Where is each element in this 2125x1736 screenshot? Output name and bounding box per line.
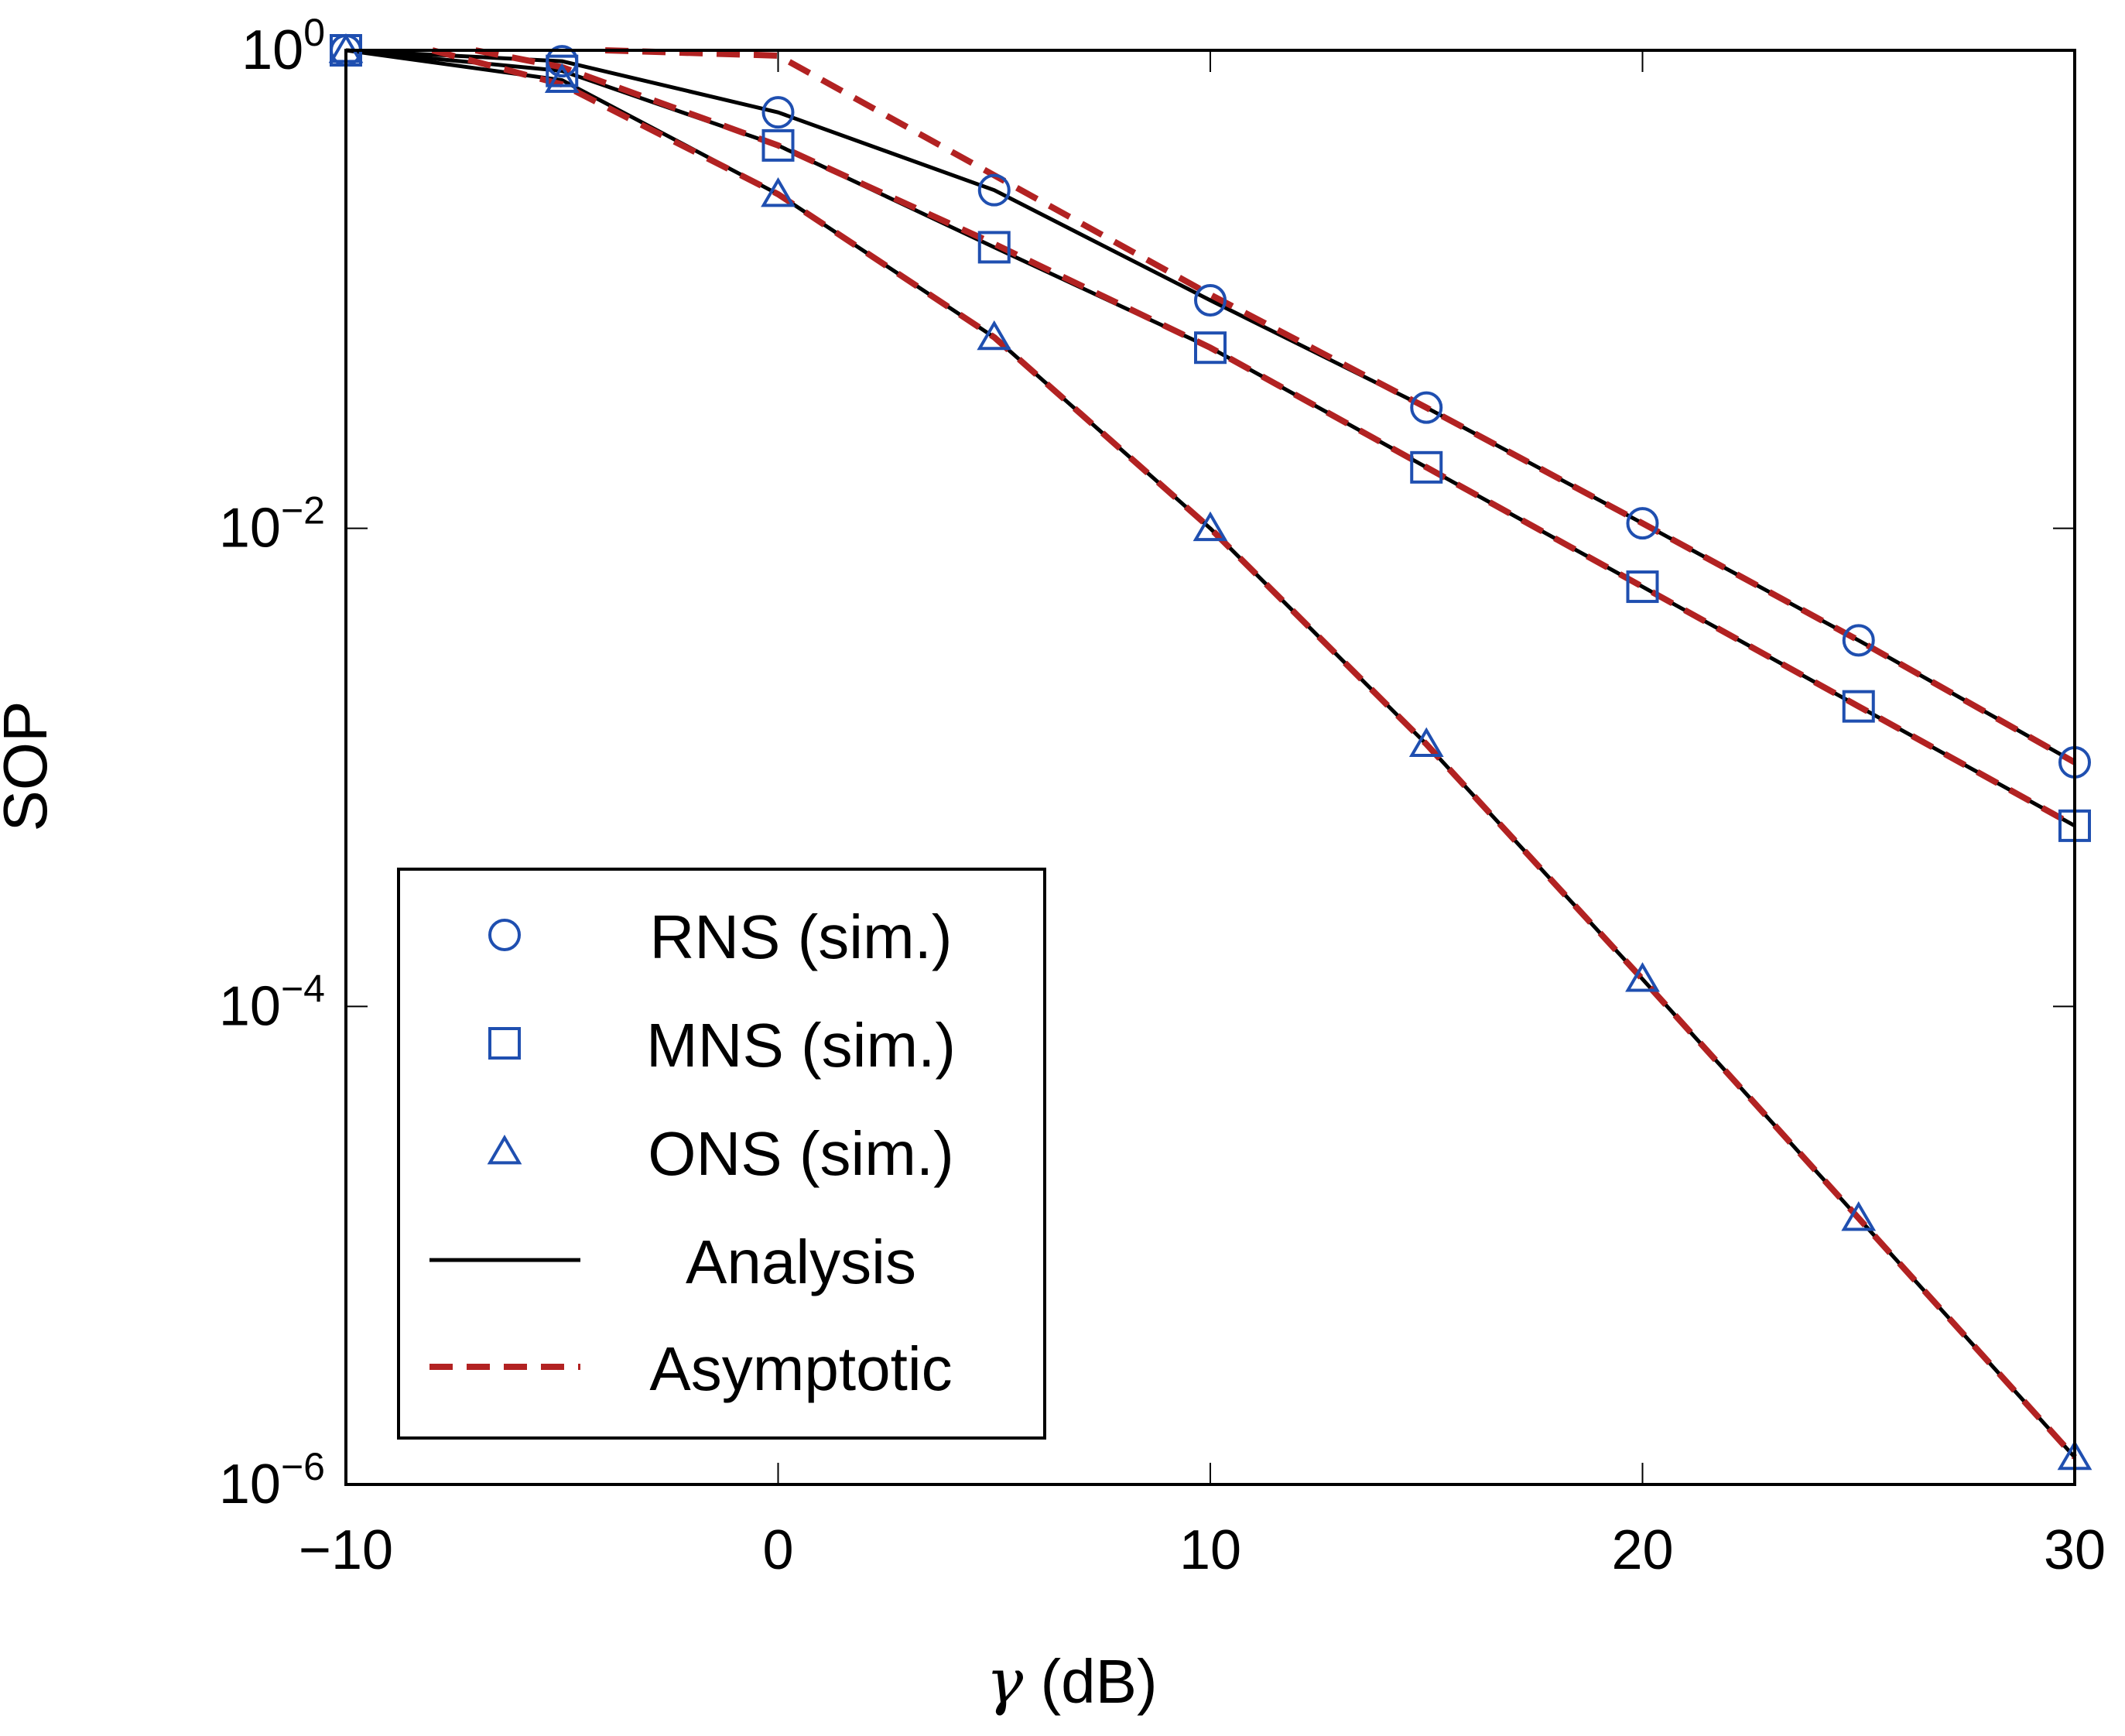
triangle-marker: [1841, 1201, 1877, 1231]
circle-marker: [761, 96, 795, 129]
curves-layer: [345, 47, 2077, 1460]
triangle-marker: [1625, 962, 1660, 992]
square-marker: [1842, 690, 1875, 723]
markers-layer: [328, 33, 2092, 1471]
legend-label: ONS (sim.): [648, 1119, 954, 1188]
x-tick-label: 20: [1611, 1519, 1673, 1581]
y-tick-label: 10−6: [219, 1445, 325, 1515]
triangle-marker: [761, 176, 796, 207]
legend-label: MNS (sim.): [646, 1011, 956, 1080]
x-tick-label: 10: [1179, 1519, 1241, 1581]
y-tick-label: 10−2: [219, 489, 325, 560]
asymptotic-curve-3: [431, 47, 2077, 1460]
legend-triangle-symbol: [487, 1135, 522, 1165]
y-tick-label: 100: [241, 11, 325, 81]
square-marker: [1194, 331, 1227, 365]
circle-marker: [977, 173, 1011, 207]
triangle-marker: [1193, 511, 1228, 542]
legend-square-symbol: [488, 1027, 521, 1060]
square-marker: [1410, 450, 1443, 484]
legend-label: RNS (sim.): [649, 902, 952, 971]
circle-marker: [1842, 624, 1875, 657]
circle-marker: [1626, 507, 1659, 540]
square-marker: [1626, 570, 1659, 604]
legend: RNS (sim.) MNS (sim.) ONS (sim.) Analysis As…: [397, 868, 1046, 1440]
legend-box: [397, 868, 1046, 1440]
triangle-marker: [544, 63, 580, 93]
asymptotic-curve-2: [474, 47, 2076, 829]
circle-marker: [1410, 391, 1443, 424]
triangle-marker: [977, 320, 1012, 351]
x-tick-label: 0: [762, 1519, 793, 1581]
x-axis-symbol: γ: [986, 1645, 1023, 1717]
legend-items: RNS (sim.) MNS (sim.) ONS (sim.) Analysis As…: [429, 902, 956, 1403]
square-marker: [977, 231, 1011, 264]
y-axis-label: SOP: [0, 701, 60, 832]
triangle-marker: [1408, 727, 1444, 757]
legend-label: Analysis: [686, 1228, 916, 1296]
x-axis-unit: (dB): [1023, 1647, 1157, 1716]
legend-circle-symbol: [488, 919, 521, 951]
circle-marker: [1194, 283, 1227, 317]
x-tick-label: −10: [299, 1519, 393, 1581]
ticks-layer: −10 0 10 20 30 100 10−2 10−4 10−6: [219, 11, 2106, 1581]
y-tick-label: 10−4: [219, 967, 325, 1037]
square-marker: [546, 54, 579, 87]
x-axis-label: γ (dB): [986, 1645, 1157, 1717]
asymptotic-curve-1: [604, 47, 2076, 765]
legend-label: Asymptotic: [649, 1334, 952, 1403]
x-tick-label: 30: [2044, 1519, 2106, 1581]
square-marker: [761, 128, 795, 162]
